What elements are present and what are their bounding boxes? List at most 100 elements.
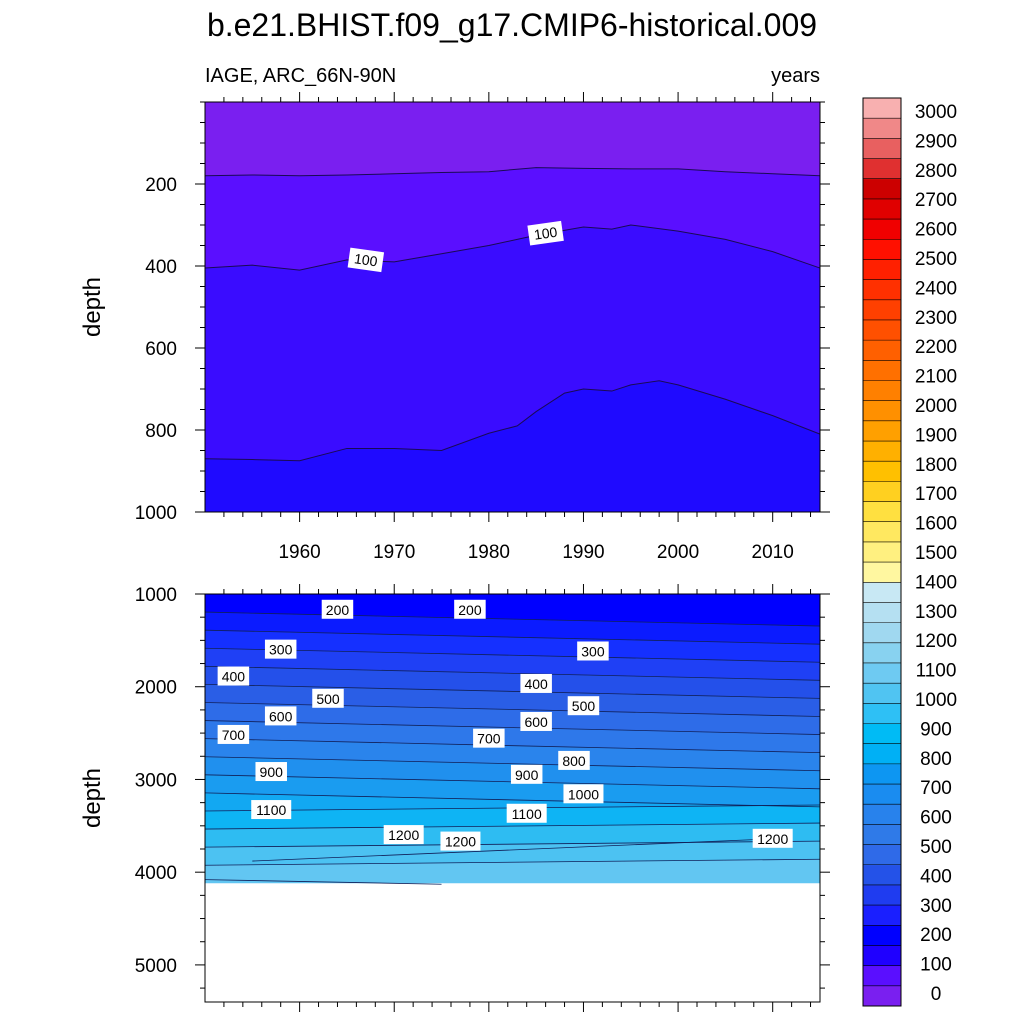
lower-band [205, 823, 820, 848]
colorbar-swatch [863, 945, 901, 967]
lower-contour-line [252, 838, 773, 862]
contour-label-box [347, 247, 385, 273]
contour-label-box [454, 599, 486, 619]
colorbar-swatch [863, 400, 901, 422]
colorbar-swatch [863, 824, 901, 845]
colorbar-label: 2400 [915, 278, 957, 299]
contour-label-text: 1000 [568, 786, 599, 802]
colorbar-swatch [863, 683, 901, 704]
colorbar-swatch [863, 319, 901, 341]
colorbar-swatch [863, 985, 901, 1007]
colorbar-label: 1900 [915, 425, 957, 446]
lower-contour-label: 900 [510, 764, 543, 784]
upper-ylabel: depth [79, 277, 106, 337]
contour-label-box [264, 706, 297, 726]
colorbar-swatch [863, 582, 901, 603]
y-tick-label: 4000 [135, 863, 177, 884]
colorbar-label: 1400 [915, 572, 957, 593]
lower-panel: 200 200 300 300 400 400 500 500 600 600 700 700 800 9… [79, 584, 830, 1012]
lower-contour-line [204, 647, 821, 663]
contour-label-text: 500 [572, 698, 596, 714]
colorbar-swatch [863, 562, 901, 583]
colorbar-swatch [863, 501, 901, 523]
lower-band [205, 684, 820, 717]
colorbar-swatch [863, 884, 901, 906]
colorbar-swatch [863, 925, 901, 946]
colorbar-label: 1200 [915, 631, 957, 652]
contour-label-box [752, 828, 793, 848]
contour-label-text: 200 [326, 602, 350, 618]
lower-contour-label: 600 [264, 706, 297, 726]
contour-label-box [473, 728, 505, 748]
colorbar-swatch [863, 804, 901, 825]
colorbar-label: 200 [920, 925, 952, 946]
colorbar: 0 100 200 300 400 500 600 700 800 900 1000 1100 1200… [862, 97, 957, 1007]
lower-contour-line [204, 720, 821, 735]
contour-label-box [520, 673, 552, 693]
upper-contour-line [204, 167, 821, 177]
y-tick-label: 800 [145, 421, 177, 442]
contour-label-box [567, 696, 600, 716]
colorbar-swatch [863, 239, 901, 260]
contour-label-text: 700 [222, 727, 246, 743]
lower-contour-label: 1200 [440, 831, 481, 851]
lower-contour-line [204, 840, 821, 848]
y-tick-label: 600 [145, 339, 177, 360]
contour-label-box [255, 762, 287, 782]
lower-contour-line [204, 792, 821, 808]
colorbar-swatch [863, 602, 901, 624]
lower-contour-label: 600 [520, 711, 552, 731]
upper-panel: 100 100 1960 1970 1980 1990 2000 2010 200 400 600… [79, 92, 830, 563]
chart-title: b.e21.BHIST.f09_g17.CMIP6-historical.009 [207, 7, 817, 43]
colorbar-swatch [863, 219, 901, 240]
colorbar-label: 1300 [915, 602, 957, 623]
contour-label-text: 1200 [388, 827, 419, 843]
contour-label-text: 800 [562, 753, 586, 769]
lower-contour-line [204, 665, 821, 681]
contour-label-box [558, 750, 590, 770]
contour-label-text: 200 [458, 602, 482, 618]
lower-contour-label: 1100 [251, 800, 292, 820]
colorbar-swatch [863, 622, 901, 644]
upper-axis-ticks: 1960 1970 1980 1990 2000 2010 200 400 600 800 1000 [135, 92, 830, 563]
colorbar-label: 800 [920, 749, 952, 770]
y-tick-label: 200 [145, 175, 177, 196]
upper-contour-labels: 100 100 [347, 220, 564, 273]
contour-label-text: 1100 [256, 802, 286, 818]
x-tick-label: 2010 [752, 542, 794, 563]
lower-contour-labels: 200 200 300 300 400 400 500 500 600 600 700 700 800 9… [217, 599, 793, 851]
colorbar-label: 700 [920, 778, 952, 799]
lower-contour-label: 700 [473, 728, 505, 748]
contour-label-text: 100 [353, 250, 379, 269]
colorbar-swatch [863, 743, 901, 765]
lower-contour-line [204, 879, 442, 885]
colorbar-swatch [863, 441, 901, 462]
contour-label-text: 600 [524, 714, 548, 730]
contour-label-box [510, 764, 543, 784]
colorbar-label: 500 [920, 837, 952, 858]
contour-label-text: 300 [581, 643, 605, 659]
colorbar-swatch [863, 541, 901, 563]
colorbar-label: 100 [920, 955, 952, 976]
contour-label-box [383, 825, 424, 845]
colorbar-label: 2600 [915, 220, 957, 241]
upper-contour-fill [205, 102, 820, 512]
x-tick-label: 1980 [468, 542, 510, 563]
contour-label-text: 900 [515, 767, 539, 783]
colorbar-swatch [863, 178, 901, 200]
colorbar-swatch [863, 763, 901, 785]
contour-label-box [520, 711, 552, 731]
lower-contour-label: 400 [520, 673, 552, 693]
colorbar-label: 2100 [915, 367, 957, 388]
lower-contour-line [204, 738, 821, 754]
colorbar-swatch [863, 158, 901, 180]
x-tick-label: 1990 [562, 542, 604, 563]
colorbar-label: 400 [920, 866, 952, 887]
lower-contour-line [204, 611, 821, 627]
lower-contour-label: 800 [558, 750, 590, 770]
colorbar-swatch [863, 380, 901, 402]
lower-contour-label: 400 [217, 666, 250, 686]
colorbar-swatch [863, 844, 901, 866]
y-tick-label: 1000 [135, 585, 177, 606]
